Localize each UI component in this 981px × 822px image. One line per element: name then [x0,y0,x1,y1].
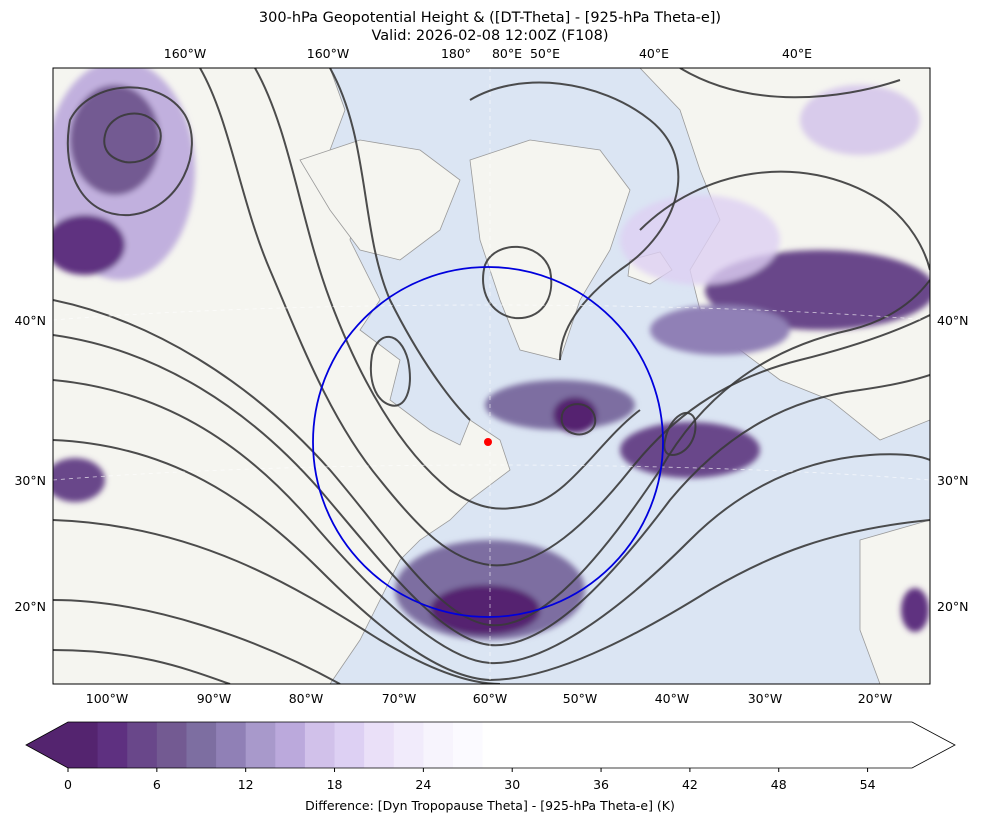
graticule-line-2 [53,304,930,321]
shaded-field-layer [53,68,930,640]
colorbar-segment [423,722,454,768]
center-point-marker [484,438,492,446]
chart-subtitle: Valid: 2026-02-08 12:00Z (F108) [372,28,609,44]
x-tick-label: 60°W [473,691,508,706]
contour-ridge-low [370,335,411,407]
shade-southeast-small [901,588,929,632]
shade-south-core [430,585,540,635]
y-right-tick-label: 40°N [937,313,969,328]
shade-west-band [53,215,125,275]
colorbar-tick-label: 42 [682,777,698,792]
colorbar-tick-label: 36 [593,777,609,792]
shade-ne-light [800,85,920,155]
colorbar-segment [216,722,247,768]
colorbar [25,721,956,769]
x-tick-label: 90°W [197,691,232,706]
y-right-tick-label: 30°N [937,473,969,488]
contour-9 [254,68,641,510]
colorbar-tick-label: 6 [153,777,161,792]
contour-12 [639,170,930,271]
shade-east-band-2 [650,305,790,355]
x-top-tick-label: 50°E [530,46,560,61]
contour-6 [53,599,341,684]
colorbar-segment [156,722,187,768]
x-tick-label: 50°W [563,691,598,706]
y-tick-label: 20°N [14,599,46,614]
x-tick-label: 20°W [858,691,893,706]
x-top-tick-label: 160°W [164,46,206,61]
contour-low-nw-outer [66,86,193,217]
colorbar-tick-label: 18 [327,777,343,792]
contour-2 [53,334,930,647]
colorbar-segment [482,722,913,768]
x-top-tick-label: 40°E [639,46,669,61]
colorbar-tick-label: 12 [238,777,254,792]
contour-low-nw-inner [103,112,162,164]
x-top-tick-label: 180° [441,46,471,61]
y-tick-label: 30°N [14,473,46,488]
contour-13 [679,68,901,99]
y-tick-label: 40°N [14,313,46,328]
contour-5 [53,519,501,684]
y-right-tick-label: 20°N [937,599,969,614]
shade-west-low [53,458,105,502]
contour-3 [53,379,930,665]
colorbar-segment [275,722,306,768]
highlight-circle [312,266,664,618]
land-africa [859,519,930,684]
x-top-tick-label: 40°E [782,46,812,61]
y-axis-right-ticks: 40°N 30°N 20°N [937,313,969,614]
contour-center-low [560,403,597,436]
colorbar-ticks: 0 6 12 18 24 30 36 42 48 54 [64,768,876,792]
contour-east-small [663,412,697,457]
contour-7 [53,649,231,684]
map-panel [53,68,930,684]
x-tick-label: 80°W [289,691,324,706]
colorbar-tick-label: 30 [504,777,520,792]
x-tick-label: 40°W [655,691,690,706]
x-tick-label: 100°W [86,691,128,706]
colorbar-tick-label: 24 [415,777,431,792]
colorbar-extend-max [912,722,955,768]
contour-10 [329,68,471,421]
map-frame [52,67,931,685]
shade-center-core [553,397,597,433]
contour-11 [469,81,680,361]
x-axis-top-ticks: 160°W 160°W 180° 80°E 50°E 40°E 40°E [164,46,812,61]
land-arctic-islands [299,139,461,261]
shade-east-light [620,195,780,285]
shade-southeast-arm [620,422,760,478]
colorbar-segment [364,722,395,768]
x-top-tick-label: 80°E [492,46,522,61]
colorbar-segment [186,722,217,768]
x-axis-bottom-ticks: 100°W 90°W 80°W 70°W 60°W 50°W 40°W 30°W 20°W [86,691,892,706]
y-axis-left-ticks: 40°N 30°N 20°N [14,313,46,614]
colorbar-segment [304,722,336,768]
colorbar-tick-label: 48 [771,777,787,792]
colorbar-segment [97,722,128,768]
shade-nw-inner [70,85,160,195]
height-contours [53,68,930,684]
x-tick-label: 70°W [382,691,417,706]
colorbar-segment [68,722,99,768]
colorbar-tick-label: 0 [64,777,72,792]
colorbar-segment [245,722,276,768]
colorbar-label: Difference: [Dyn Tropopause Theta] - [92… [305,798,675,813]
graticule [53,68,930,684]
colorbar-segment [334,722,365,768]
colorbar-segment [127,722,158,768]
colorbar-segment [452,722,484,768]
colorbar-tick-label: 54 [860,777,876,792]
x-tick-label: 30°W [748,691,783,706]
x-top-tick-label: 160°W [307,46,349,61]
colorbar-extend-min [26,722,68,768]
contour-8 [199,68,930,567]
graticule-line-3 [53,464,930,481]
chart-title: 300-hPa Geopotential Height & ([DT-Theta… [259,10,721,26]
colorbar-segment [393,722,424,768]
contour-1 [53,279,930,627]
